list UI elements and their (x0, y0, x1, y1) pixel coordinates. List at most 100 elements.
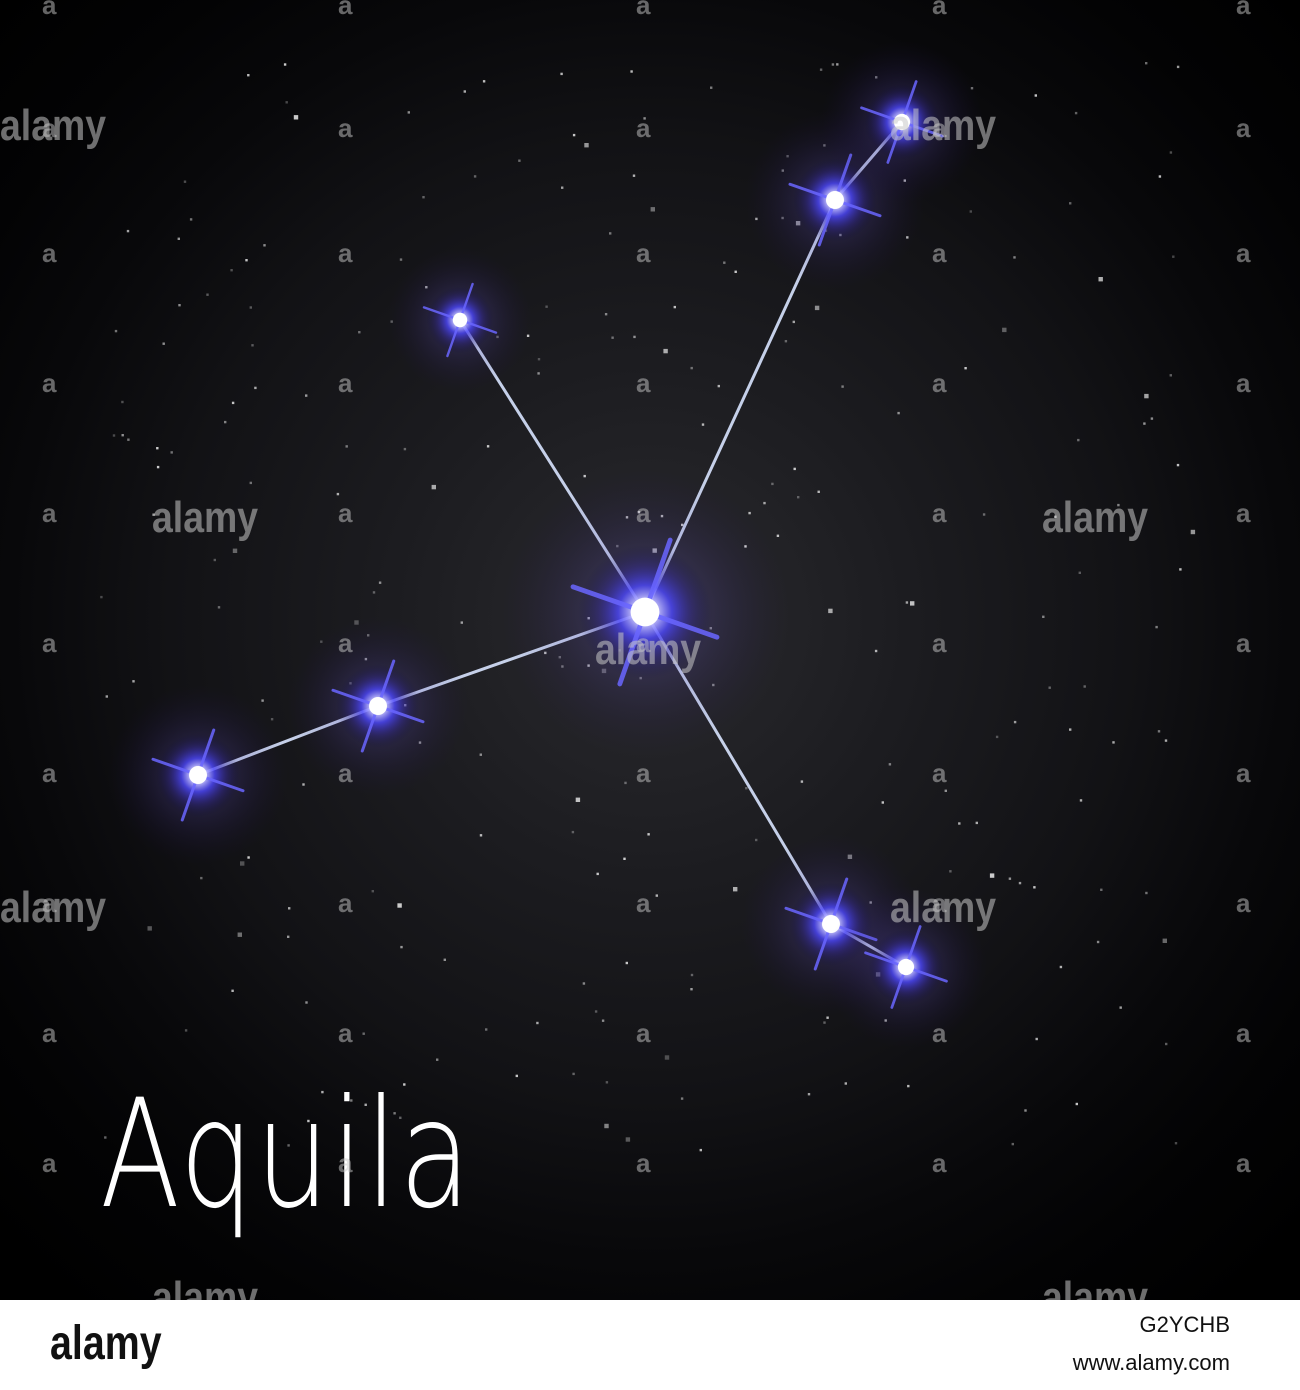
background-star (949, 870, 952, 873)
background-star (399, 1116, 402, 1119)
footer-bar: alamy G2YCHB www.alamy.com (0, 1300, 1300, 1390)
background-star (907, 1084, 910, 1088)
watermark-text: alamy (1042, 493, 1149, 542)
background-star (536, 1021, 539, 1025)
watermark-mark: a (1236, 628, 1251, 658)
background-star (1078, 571, 1081, 574)
background-star (170, 451, 173, 454)
watermark-mark: a (42, 0, 57, 20)
background-star (1096, 940, 1100, 944)
watermark-mark: a (636, 368, 651, 398)
background-star (701, 423, 705, 426)
watermark-mark: a (338, 498, 353, 528)
watermark-mark: a (636, 238, 651, 268)
background-star (609, 232, 612, 235)
background-star (283, 63, 287, 66)
watermark-mark: a (42, 628, 57, 658)
background-star (1169, 151, 1173, 154)
background-star (584, 143, 589, 148)
background-star (817, 490, 820, 493)
background-star (828, 608, 833, 614)
background-star (905, 601, 909, 604)
watermark-mark: a (932, 113, 947, 143)
background-star (1144, 393, 1149, 399)
background-star (127, 438, 130, 441)
background-star (1174, 1142, 1178, 1145)
background-star (797, 496, 800, 499)
background-star (1176, 463, 1180, 467)
background-star (874, 649, 878, 653)
background-star (1054, 515, 1057, 518)
background-star (582, 982, 586, 985)
watermark-mark: a (636, 758, 651, 788)
watermark-text: alamy (595, 625, 702, 674)
background-star (800, 780, 804, 783)
background-star (1083, 685, 1086, 688)
background-star (345, 445, 348, 448)
background-star (745, 787, 748, 790)
watermark-mark: a (932, 758, 947, 788)
background-star (249, 481, 252, 485)
background-star (1119, 1006, 1122, 1009)
background-star (350, 1099, 353, 1102)
background-star (604, 313, 608, 316)
background-star (632, 174, 636, 177)
watermark-mark: a (636, 888, 651, 918)
background-star (844, 1082, 847, 1085)
watermark-mark: a (338, 368, 353, 398)
background-star (288, 907, 291, 910)
background-star (247, 856, 250, 859)
background-star (545, 305, 548, 308)
background-star (121, 434, 124, 437)
constellation-stars (108, 41, 987, 1048)
background-star (841, 385, 844, 388)
watermark-mark: a (932, 888, 947, 918)
background-star (1034, 94, 1037, 97)
background-star (371, 890, 374, 893)
background-star (1158, 175, 1162, 178)
background-star (1069, 728, 1072, 731)
background-star (680, 1097, 684, 1100)
watermark-mark: a (636, 113, 651, 143)
watermark-mark: a (42, 1148, 57, 1178)
watermark-mark: a (636, 1018, 651, 1048)
background-star (633, 335, 636, 339)
background-star (1074, 111, 1078, 115)
background-star (254, 386, 257, 390)
constellation-title: Aquila (100, 1068, 473, 1242)
background-star (819, 68, 823, 71)
background-star (126, 229, 130, 233)
background-star (964, 367, 967, 370)
background-star (1079, 799, 1083, 802)
background-star (958, 822, 961, 825)
background-star (624, 781, 627, 785)
background-star (400, 945, 403, 949)
watermark-mark: a (1236, 758, 1251, 788)
background-star (152, 513, 155, 516)
background-star (1164, 739, 1168, 742)
background-star (583, 474, 586, 478)
background-star (399, 258, 403, 261)
image-id-label: G2YCHB (1139, 1312, 1230, 1337)
background-star (723, 261, 726, 264)
watermark-mark: a (338, 1018, 353, 1048)
background-star (1098, 277, 1103, 282)
constellation-illustration (100, 41, 1196, 1161)
background-star (403, 447, 407, 451)
background-star (270, 718, 274, 721)
footer-url[interactable]: www.alamy.com (1072, 1350, 1230, 1375)
background-star (663, 348, 668, 354)
background-star (1155, 625, 1158, 629)
background-star (200, 876, 203, 880)
background-star (1112, 741, 1115, 744)
watermark-mark: a (1236, 1018, 1251, 1048)
watermark-mark: a (338, 628, 353, 658)
background-star (183, 180, 187, 183)
background-star (232, 548, 238, 553)
watermark-mark: a (932, 498, 947, 528)
watermark-mark: a (338, 758, 353, 788)
background-star (969, 210, 972, 213)
background-star (132, 680, 135, 683)
background-star (230, 269, 233, 272)
